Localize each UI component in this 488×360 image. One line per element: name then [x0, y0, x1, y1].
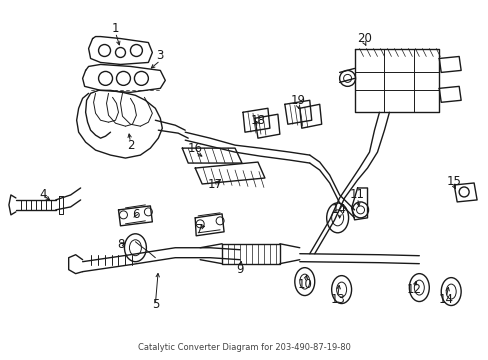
- Text: 2: 2: [126, 139, 134, 152]
- Text: 12: 12: [406, 283, 421, 296]
- Text: 14: 14: [438, 293, 453, 306]
- Text: 13: 13: [329, 293, 345, 306]
- Text: 11: 11: [349, 188, 365, 202]
- Text: 14: 14: [331, 203, 346, 216]
- Text: 5: 5: [151, 298, 159, 311]
- Text: 3: 3: [156, 49, 163, 62]
- Text: 20: 20: [356, 32, 371, 45]
- Text: 1: 1: [112, 22, 119, 35]
- Text: 6: 6: [131, 208, 139, 221]
- Text: 8: 8: [117, 238, 124, 251]
- Text: 17: 17: [207, 179, 222, 192]
- Text: 16: 16: [187, 141, 203, 155]
- Text: Catalytic Converter Diagram for 203-490-87-19-80: Catalytic Converter Diagram for 203-490-…: [137, 343, 350, 352]
- Text: 18: 18: [250, 114, 265, 127]
- Text: 7: 7: [196, 223, 203, 236]
- Text: 4: 4: [39, 188, 46, 202]
- Text: 10: 10: [297, 278, 311, 291]
- Text: 9: 9: [236, 263, 244, 276]
- Text: 15: 15: [446, 175, 461, 189]
- Text: 19: 19: [290, 94, 305, 107]
